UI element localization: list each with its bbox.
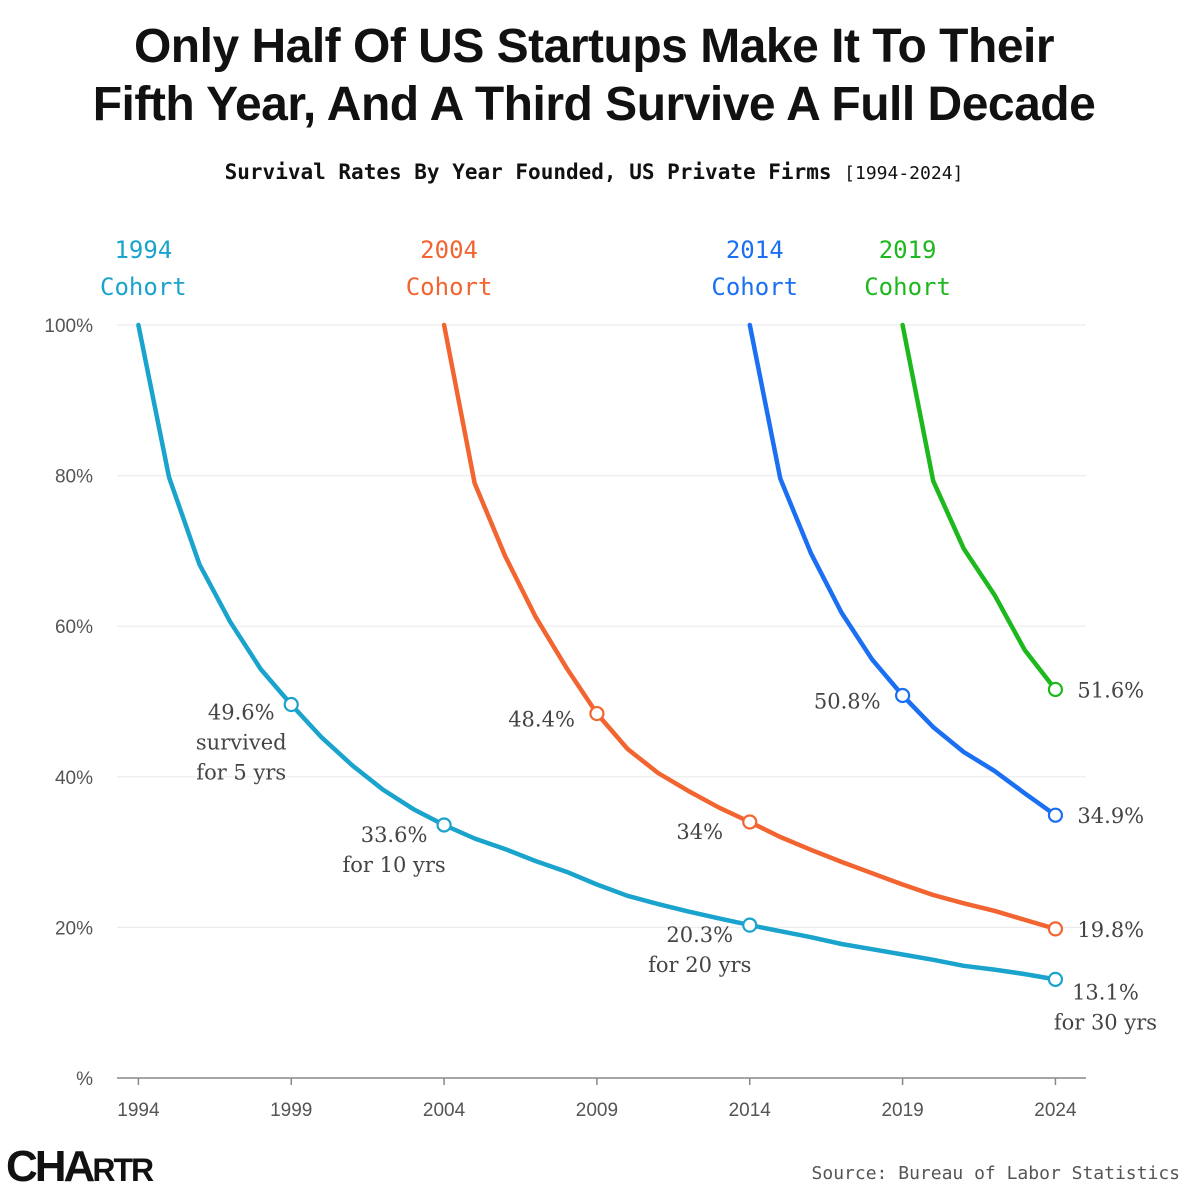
- x-tick-label-2024: 2024: [1034, 1100, 1077, 1121]
- annotation-label-2014-2019-line-1: 50.8%: [814, 689, 881, 713]
- annotation-label-1994-2004-line-2: for 10 yrs: [342, 853, 445, 877]
- chart-title-line-1: Only Half Of US Startups Make It To Thei…: [133, 20, 1055, 73]
- data-point-marker-1994-2004: [436, 817, 452, 833]
- annotation-label-1994-1999-line-3: for 5 yrs: [196, 761, 286, 785]
- data-point-marker-1994-2024: [1047, 971, 1064, 987]
- y-tick-label-80: 80%: [55, 467, 93, 488]
- series-line-1994: [136, 322, 1058, 982]
- y-tick-label-40: 40%: [55, 768, 93, 789]
- annotation-label-2004-2014-line-1: 34%: [676, 820, 723, 844]
- source-note: Source: Bureau of Labor Statistics: [811, 1163, 1180, 1184]
- annotation-label-1994-2014-line-1: 20.3%: [666, 923, 733, 947]
- data-point-marker-2004-2024: [1047, 921, 1064, 937]
- annotation-label-1994-2014-line-2: for 20 yrs: [648, 953, 751, 977]
- annotation-label-2019-2024-line-1: 51.6%: [1077, 678, 1144, 702]
- x-tick-label-2009: 2009: [576, 1100, 618, 1121]
- cohort-label-year-2014: 2014: [726, 236, 784, 264]
- cohort-label-word-2014: Cohort: [711, 273, 798, 301]
- data-point-marker-1994-1999: [283, 696, 299, 713]
- y-tick-label-60: 60%: [55, 617, 93, 638]
- data-point-marker-2014-2024: [1047, 807, 1064, 823]
- cohort-label-year-2019: 2019: [879, 236, 937, 264]
- annotation-label-1994-1999-line-1: 49.6%: [208, 701, 275, 725]
- annotation-label-1994-2004-line-1: 33.6%: [361, 823, 428, 847]
- data-point-marker-1994-2014: [742, 917, 758, 933]
- cohort-label-year-2004: 2004: [420, 236, 478, 264]
- chartr-logo: CHARTR: [6, 1142, 154, 1192]
- cohort-label-year-1994: 1994: [114, 236, 172, 264]
- y-tick-label-20: 20%: [55, 918, 93, 939]
- cohort-label-word-1994: Cohort: [100, 273, 187, 301]
- x-tick-label-1999: 1999: [270, 1100, 312, 1121]
- data-point-marker-2019-2024: [1047, 681, 1064, 698]
- series-line-2019: [900, 322, 1058, 692]
- y-tick-label-0: %: [76, 1069, 93, 1090]
- series-line-2014: [747, 322, 1058, 818]
- series-line-2004: [441, 322, 1058, 932]
- chart-subtitle-range: [1994-2024]: [844, 163, 964, 184]
- chart-title: Only Half Of US Startups Make It To Thei…: [0, 18, 1188, 134]
- y-tick-label-100: 100%: [44, 316, 93, 337]
- chart-title-line-2: Fifth Year, And A Third Survive A Full D…: [92, 78, 1096, 131]
- x-tick-label-2019: 2019: [881, 1100, 923, 1121]
- annotation-label-1994-2024-line-2: for 30 yrs: [1054, 1010, 1157, 1034]
- chart-subtitle: Survival Rates By Year Founded, US Priva…: [0, 160, 1188, 184]
- chartr-logo-text: CHARTR: [6, 1142, 154, 1191]
- annotation-label-2004-2009-line-1: 48.4%: [508, 708, 575, 732]
- data-point-marker-2004-2014: [742, 814, 758, 830]
- annotation-label-2004-2024-line-1: 19.8%: [1077, 918, 1144, 942]
- annotation-label-2014-2024-line-1: 34.9%: [1077, 804, 1144, 828]
- annotation-label-1994-2024-line-1: 13.1%: [1072, 980, 1139, 1004]
- cohort-label-word-2019: Cohort: [864, 273, 951, 301]
- x-tick-label-2004: 2004: [423, 1100, 466, 1121]
- x-tick-label-2014: 2014: [729, 1100, 772, 1121]
- annotation-label-1994-1999-line-2: survived: [196, 731, 287, 755]
- x-tick-label-1994: 1994: [117, 1100, 160, 1121]
- data-point-marker-2004-2009: [589, 705, 605, 722]
- chart-subtitle-text: Survival Rates By Year Founded, US Priva…: [224, 160, 832, 184]
- data-point-marker-2014-2019: [894, 687, 911, 704]
- cohort-label-word-2004: Cohort: [406, 273, 493, 301]
